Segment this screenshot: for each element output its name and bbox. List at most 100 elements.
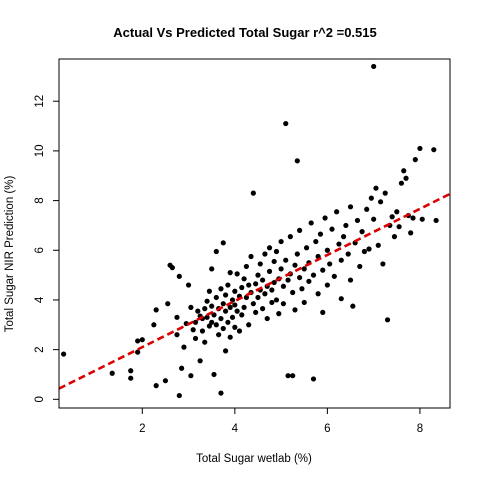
data-point xyxy=(206,288,212,294)
data-point xyxy=(213,248,219,255)
data-point xyxy=(213,294,219,301)
data-point xyxy=(310,272,317,278)
data-point xyxy=(255,294,261,301)
data-point xyxy=(259,277,266,283)
data-point xyxy=(373,185,379,191)
y-tick-label: 6 xyxy=(34,247,46,253)
data-point xyxy=(192,335,199,342)
data-points xyxy=(61,63,439,399)
data-point xyxy=(202,339,208,345)
y-tick-label: 8 xyxy=(34,197,46,203)
data-point xyxy=(190,327,196,333)
data-point xyxy=(408,230,414,236)
data-point xyxy=(371,63,377,70)
data-point xyxy=(199,328,206,334)
data-point xyxy=(366,246,372,252)
data-point xyxy=(135,338,141,344)
data-point xyxy=(241,304,247,310)
data-point xyxy=(345,251,351,257)
data-point xyxy=(218,390,224,396)
data-point xyxy=(301,299,307,306)
data-point xyxy=(417,145,423,152)
data-point xyxy=(278,266,284,272)
data-point xyxy=(340,234,347,240)
data-point xyxy=(220,325,226,332)
data-point xyxy=(250,190,256,196)
chart-title: Actual Vs Predicted Total Sugar r^2 =0.5… xyxy=(113,25,376,40)
data-point xyxy=(227,304,233,310)
data-point xyxy=(283,257,289,263)
data-point xyxy=(301,266,307,272)
data-point xyxy=(380,261,386,267)
data-point xyxy=(310,376,317,382)
data-point xyxy=(239,312,245,318)
data-point xyxy=(308,220,314,226)
data-point xyxy=(361,248,367,255)
data-point xyxy=(229,314,236,320)
y-tick-label: 12 xyxy=(34,95,46,108)
data-point xyxy=(234,271,240,277)
fit-line xyxy=(58,192,451,390)
data-point xyxy=(271,258,277,265)
data-point xyxy=(222,348,229,354)
data-point xyxy=(317,231,324,237)
data-point xyxy=(368,195,374,201)
data-point xyxy=(165,301,171,307)
data-point xyxy=(185,282,192,288)
data-point xyxy=(324,282,330,288)
data-point xyxy=(232,324,238,330)
data-point xyxy=(204,314,210,320)
data-point xyxy=(209,266,215,272)
data-point xyxy=(209,303,215,309)
data-point xyxy=(412,157,418,163)
data-point xyxy=(350,303,356,309)
y-axis: 0 2 4 6 8 10 12 xyxy=(34,95,59,403)
data-point xyxy=(371,216,377,222)
data-point xyxy=(197,358,203,364)
data-point xyxy=(292,262,298,268)
y-tick-label: 0 xyxy=(34,396,46,402)
data-point xyxy=(109,370,115,376)
data-point xyxy=(306,278,312,284)
y-tick-label: 2 xyxy=(34,346,46,352)
x-tick-label: 6 xyxy=(324,423,330,435)
plot-frame xyxy=(58,58,451,409)
data-point xyxy=(264,315,270,322)
data-point xyxy=(262,251,268,257)
data-point xyxy=(364,206,370,212)
data-point xyxy=(269,299,275,306)
data-point xyxy=(396,224,402,230)
data-point xyxy=(135,349,141,355)
data-point xyxy=(169,265,175,271)
data-point xyxy=(225,319,231,325)
data-point xyxy=(232,288,238,294)
data-point xyxy=(225,282,231,288)
data-point xyxy=(181,344,187,350)
data-point xyxy=(297,227,303,233)
data-point xyxy=(354,217,361,224)
data-point xyxy=(222,308,229,314)
data-point xyxy=(329,226,335,232)
data-point xyxy=(320,267,326,273)
data-point xyxy=(431,147,437,153)
data-point xyxy=(153,307,159,313)
data-point xyxy=(227,270,233,276)
data-point xyxy=(273,248,280,255)
data-point xyxy=(394,209,400,215)
x-axis: 2 4 6 8 xyxy=(139,408,423,435)
data-point xyxy=(227,334,233,340)
data-point xyxy=(239,284,245,291)
data-point xyxy=(229,297,236,303)
data-point xyxy=(271,279,277,286)
data-point xyxy=(259,306,266,312)
data-point xyxy=(269,287,275,293)
data-point xyxy=(255,272,261,278)
data-point xyxy=(253,309,259,315)
data-point xyxy=(382,190,388,196)
data-point xyxy=(347,277,354,283)
data-point xyxy=(324,247,330,253)
data-point xyxy=(192,319,199,325)
data-point xyxy=(179,365,185,371)
data-point xyxy=(359,229,365,235)
